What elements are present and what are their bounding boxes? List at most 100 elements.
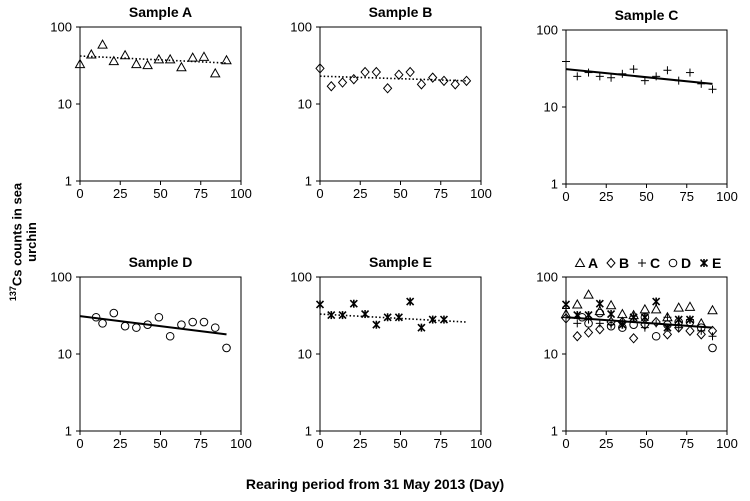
legend-marker-a	[574, 257, 586, 267]
x-tick-label: 25	[599, 436, 613, 451]
data-point	[595, 72, 604, 81]
y-tick-label: 10	[298, 347, 312, 362]
data-point-a	[639, 303, 651, 314]
chart-panel-d: 0 25 50 75 100 1 10 100 Sample D	[50, 254, 252, 451]
trend-line	[565, 316, 713, 329]
x-tick-label: 50	[639, 189, 653, 204]
chart-panel-c: 0 25 50 75 100 1 10 100 Sample C	[536, 7, 738, 204]
data-point-a	[583, 289, 594, 299]
data-point-c	[573, 319, 582, 328]
data-point-d	[708, 343, 717, 353]
y-tick-label: 1	[65, 174, 72, 189]
chart-panel-a: 0 25 50 75 100 1 10 100 Sample A	[50, 4, 252, 201]
data-point-e	[629, 313, 638, 322]
x-tick-label: 75	[194, 436, 208, 451]
data-point-c	[595, 319, 604, 328]
data-point-e	[640, 313, 649, 322]
legend-marker-c	[638, 259, 646, 267]
x-tick-label: 25	[113, 436, 127, 451]
legend-marker-e	[699, 258, 709, 268]
data-point	[562, 57, 570, 66]
plot-frame	[79, 276, 242, 432]
data-point	[198, 51, 210, 61]
data-point	[439, 315, 449, 324]
x-tick-label: 100	[470, 186, 492, 201]
data-point	[372, 320, 381, 329]
data-point	[153, 53, 165, 64]
x-tick-label: 75	[680, 436, 694, 451]
chart-title: Sample D	[129, 254, 193, 270]
plot-frame	[319, 276, 482, 432]
data-point	[371, 66, 382, 78]
y-tick-label: 1	[551, 424, 558, 439]
data-point-c	[640, 323, 649, 332]
data-point	[199, 317, 209, 327]
x-tick-label: 0	[76, 186, 83, 201]
data-point	[210, 323, 220, 332]
data-point-e	[595, 299, 604, 308]
data-point	[416, 79, 427, 90]
data-point	[209, 67, 221, 78]
x-tick-label: 50	[153, 186, 167, 201]
data-point-a	[594, 305, 606, 316]
data-point	[685, 68, 694, 77]
y-tick-label: 10	[58, 97, 72, 112]
x-tick-label: 100	[716, 189, 738, 204]
data-point	[132, 323, 141, 332]
data-point	[405, 66, 415, 78]
data-point-e	[652, 297, 661, 306]
y-tick-label: 1	[65, 424, 72, 439]
x-tick-label: 50	[393, 186, 407, 201]
trend-line	[79, 315, 227, 336]
x-axis-label: Rearing period from 31 May 2013 (Day)	[245, 476, 505, 492]
x-tick-label: 25	[353, 186, 367, 201]
data-point-b	[572, 331, 582, 342]
legend-marker-b	[606, 257, 616, 269]
y-tick-label: 100	[290, 270, 312, 285]
data-point	[326, 81, 336, 92]
data-point	[461, 75, 472, 87]
chart-title: Sample C	[615, 7, 679, 23]
legend-label: A	[588, 255, 598, 271]
chart-panel-combined: 0 25 50 75 100 1 10 100 A B C D E	[536, 255, 738, 451]
x-tick-label: 0	[562, 436, 569, 451]
x-tick-label: 75	[680, 189, 694, 204]
data-point	[450, 79, 460, 90]
data-point	[629, 65, 638, 74]
legend-label: C	[650, 255, 660, 271]
trend-line	[319, 75, 467, 82]
data-point	[177, 320, 186, 330]
data-point	[607, 73, 616, 82]
y-tick-label: 100	[536, 23, 558, 38]
x-tick-label: 0	[76, 436, 83, 451]
legend-label: D	[681, 255, 691, 271]
x-tick-label: 75	[434, 186, 448, 201]
data-point	[176, 61, 187, 72]
data-point	[97, 39, 108, 49]
data-point-b	[696, 329, 706, 340]
y-axis-label: 137Cs counts in sea urchin	[8, 162, 39, 322]
plot-frame	[319, 26, 482, 182]
data-point	[428, 72, 438, 83]
x-tick-label: 100	[716, 436, 738, 451]
data-point-a	[673, 302, 685, 312]
data-point	[164, 53, 176, 64]
data-point-e	[561, 300, 571, 309]
data-point-c	[708, 332, 717, 341]
data-point-b	[628, 333, 639, 344]
data-point	[130, 58, 142, 69]
chart-title: Sample E	[369, 254, 432, 270]
data-point-a	[650, 303, 662, 314]
legend-label: B	[619, 255, 629, 271]
data-point	[573, 72, 582, 81]
data-point	[98, 319, 107, 328]
data-point	[109, 308, 119, 318]
data-point	[428, 315, 437, 324]
y-tick-label: 10	[544, 100, 558, 115]
chart-panel-b: 0 25 50 75 100 1 10 100 Sample B	[290, 4, 492, 201]
data-point-e	[674, 315, 683, 324]
y-tick-label: 1	[305, 424, 312, 439]
data-point	[222, 343, 231, 353]
data-point-a	[571, 298, 583, 309]
